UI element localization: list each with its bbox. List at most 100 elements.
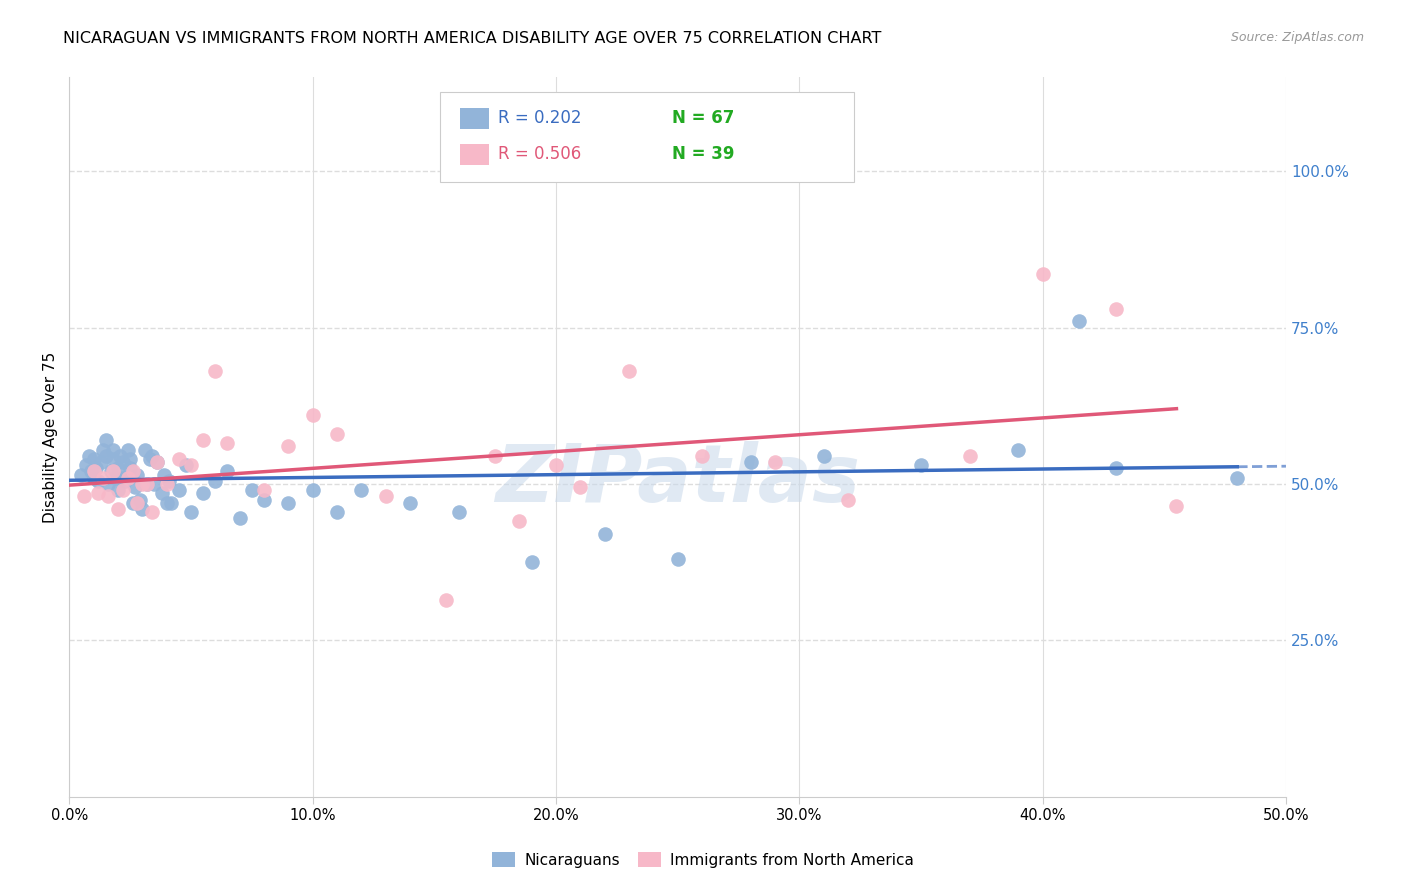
- Point: [111, 483, 134, 498]
- Point: [217, 436, 239, 450]
- Point: [520, 555, 543, 569]
- Point: [127, 467, 149, 482]
- Point: [97, 477, 120, 491]
- Point: [837, 492, 859, 507]
- Point: [910, 458, 932, 473]
- Point: [127, 496, 149, 510]
- Point: [217, 465, 239, 479]
- Point: [136, 477, 159, 491]
- Point: [399, 496, 422, 510]
- Point: [666, 552, 689, 566]
- Point: [101, 442, 124, 457]
- Point: [813, 449, 835, 463]
- Point: [114, 474, 136, 488]
- Point: [155, 496, 177, 510]
- Point: [157, 474, 180, 488]
- Point: [146, 455, 169, 469]
- Point: [1226, 471, 1249, 485]
- FancyBboxPatch shape: [460, 144, 489, 165]
- Point: [117, 471, 139, 485]
- Point: [436, 592, 458, 607]
- Point: [83, 471, 105, 485]
- Point: [138, 452, 160, 467]
- Point: [111, 455, 134, 469]
- Point: [204, 474, 226, 488]
- Point: [180, 505, 202, 519]
- Point: [593, 527, 616, 541]
- Text: R = 0.506: R = 0.506: [498, 145, 581, 163]
- Point: [350, 483, 373, 498]
- Point: [204, 364, 226, 378]
- Point: [100, 465, 122, 479]
- Point: [128, 492, 150, 507]
- Y-axis label: Disability Age Over 75: Disability Age Over 75: [44, 351, 58, 523]
- Point: [180, 458, 202, 473]
- Point: [110, 449, 132, 463]
- Point: [101, 465, 124, 479]
- Point: [174, 458, 197, 473]
- Point: [1032, 268, 1054, 282]
- Point: [447, 505, 470, 519]
- Text: R = 0.202: R = 0.202: [498, 110, 581, 128]
- Point: [143, 477, 166, 491]
- Point: [277, 496, 299, 510]
- Point: [484, 449, 506, 463]
- Point: [107, 461, 129, 475]
- Point: [91, 442, 114, 457]
- Point: [277, 439, 299, 453]
- Point: [94, 449, 117, 463]
- Point: [107, 483, 129, 498]
- Point: [326, 426, 349, 441]
- Point: [97, 490, 120, 504]
- FancyBboxPatch shape: [440, 92, 853, 182]
- Point: [1104, 461, 1126, 475]
- Point: [959, 449, 981, 463]
- Point: [120, 452, 142, 467]
- Point: [508, 515, 530, 529]
- Point: [90, 455, 112, 469]
- Point: [690, 449, 713, 463]
- Point: [87, 486, 110, 500]
- Point: [75, 458, 97, 473]
- Point: [77, 449, 100, 463]
- Legend: Nicaraguans, Immigrants from North America: Nicaraguans, Immigrants from North Ameri…: [486, 846, 920, 873]
- Point: [160, 496, 183, 510]
- Point: [84, 461, 107, 475]
- Point: [191, 433, 214, 447]
- Point: [617, 364, 640, 378]
- Point: [740, 455, 762, 469]
- Point: [107, 502, 129, 516]
- Point: [141, 449, 163, 463]
- Point: [70, 467, 93, 482]
- Point: [1166, 499, 1188, 513]
- Point: [121, 465, 143, 479]
- Point: [83, 465, 105, 479]
- Point: [167, 452, 190, 467]
- Point: [121, 496, 143, 510]
- Point: [94, 433, 117, 447]
- Point: [150, 486, 173, 500]
- Point: [87, 474, 110, 488]
- Point: [301, 408, 323, 422]
- Point: [141, 505, 163, 519]
- Point: [544, 458, 567, 473]
- Point: [228, 511, 250, 525]
- FancyBboxPatch shape: [460, 108, 489, 129]
- Text: N = 39: N = 39: [672, 145, 734, 163]
- Point: [131, 477, 153, 491]
- Point: [136, 477, 159, 491]
- Point: [80, 465, 103, 479]
- Point: [167, 483, 190, 498]
- Point: [153, 467, 176, 482]
- Point: [1104, 301, 1126, 316]
- Point: [1069, 314, 1091, 328]
- Point: [301, 483, 323, 498]
- Point: [111, 471, 134, 485]
- Point: [155, 477, 177, 491]
- Text: Source: ZipAtlas.com: Source: ZipAtlas.com: [1230, 31, 1364, 45]
- Point: [124, 480, 146, 494]
- Point: [83, 452, 105, 467]
- Point: [146, 455, 169, 469]
- Point: [191, 486, 214, 500]
- Point: [763, 455, 786, 469]
